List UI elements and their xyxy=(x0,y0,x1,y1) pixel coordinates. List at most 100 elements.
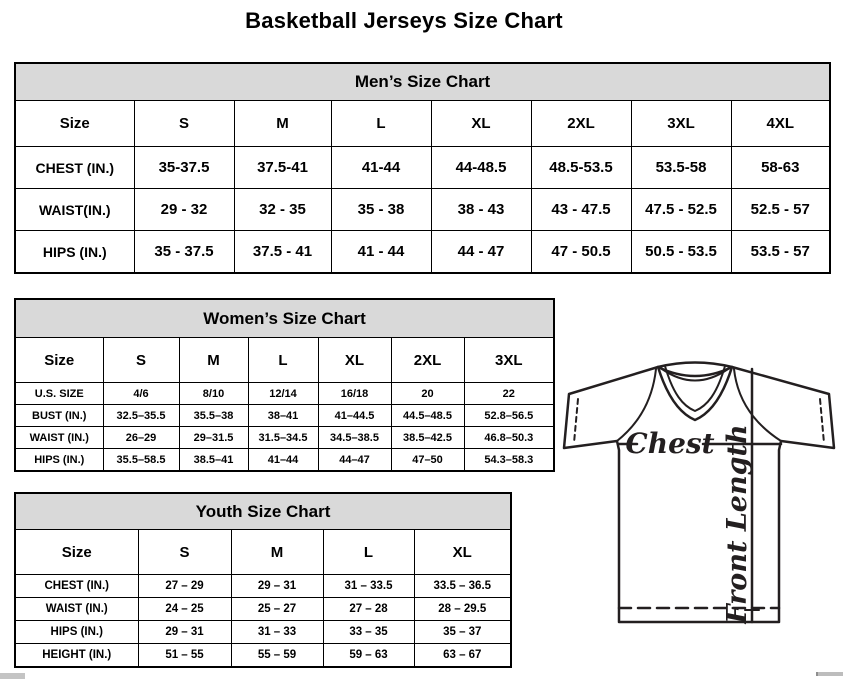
size-value-cell: 47 - 50.5 xyxy=(530,230,632,274)
size-value-cell: 35 - 37.5 xyxy=(133,230,235,274)
table-row: HIPS (IN.) 35.5–58.5 38.5–41 41–44 44–47 47–5… xyxy=(14,448,555,472)
row-label: HIPS (IN.) xyxy=(14,620,139,644)
size-value-cell: 31.5–34.5 xyxy=(247,426,319,449)
size-value-cell: 47–50 xyxy=(390,448,465,472)
size-value-cell: 32.5–35.5 xyxy=(102,404,180,427)
jersey-outline-shape xyxy=(562,361,836,624)
size-value-cell: 25 – 27 xyxy=(230,597,324,621)
size-value-cell: 37.5-41 xyxy=(233,146,332,189)
size-value-cell: 26–29 xyxy=(102,426,180,449)
column-header: Size xyxy=(14,529,139,575)
table-row: HEIGHT (IN.) 51 – 55 55 – 59 59 – 63 63 – 67 xyxy=(14,643,512,668)
right-cuff-dashed-line xyxy=(819,398,825,444)
row-label: WAIST (IN.) xyxy=(14,426,104,449)
youth-size-table: Youth Size Chart Size S M L XL CHEST (IN.) 27 –… xyxy=(14,492,513,668)
size-value-cell: 32 - 35 xyxy=(233,188,332,231)
size-value-cell: 44–47 xyxy=(317,448,392,472)
row-label: CHEST (IN.) xyxy=(14,146,135,189)
size-value-cell: 16/18 xyxy=(317,382,392,405)
column-header: S xyxy=(137,529,232,575)
row-label: HIPS (IN.) xyxy=(14,230,135,274)
size-value-cell: 12/14 xyxy=(247,382,319,405)
womens-size-table: Women’s Size Chart Size S M L XL 2XL 3XL U.S. SI… xyxy=(14,298,556,472)
size-value-cell: 34.5–38.5 xyxy=(317,426,392,449)
size-value-cell: 63 – 67 xyxy=(413,643,512,668)
table-row: HIPS (IN.) 29 – 31 31 – 33 33 – 35 35 – 37 xyxy=(14,620,512,644)
size-value-cell: 48.5-53.5 xyxy=(530,146,632,189)
size-value-cell: 41–44.5 xyxy=(317,404,392,427)
size-value-cell: 53.5 - 57 xyxy=(730,230,831,274)
table-row: CHEST (IN.) 27 – 29 29 – 31 31 – 33.5 33.5 –… xyxy=(14,574,512,598)
size-value-cell: 55 – 59 xyxy=(230,643,324,668)
row-label: HEIGHT (IN.) xyxy=(14,643,139,668)
size-value-cell: 31 – 33.5 xyxy=(322,574,415,598)
size-value-cell: 38.5–42.5 xyxy=(390,426,465,449)
table-row: U.S. SIZE 4/6 8/10 12/14 16/18 20 22 xyxy=(14,382,555,405)
mens-size-table: Men’s Size Chart Size S M L XL 2XL 3XL 4XL CHEST … xyxy=(14,62,832,274)
size-value-cell: 22 xyxy=(463,382,555,405)
column-header: M xyxy=(230,529,324,575)
size-value-cell: 35 – 37 xyxy=(413,620,512,644)
jersey-measurement-diagram: Chest Front Length xyxy=(562,361,836,625)
size-value-cell: 38–41 xyxy=(247,404,319,427)
size-value-cell: 38.5–41 xyxy=(178,448,249,472)
size-value-cell: 41-44 xyxy=(330,146,432,189)
size-value-cell: 54.3–58.3 xyxy=(463,448,555,472)
size-value-cell: 58-63 xyxy=(730,146,831,189)
table-title: Women’s Size Chart xyxy=(14,298,555,338)
column-header: 3XL xyxy=(463,337,555,383)
chest-label: Chest xyxy=(625,427,714,460)
size-value-cell: 29 – 31 xyxy=(230,574,324,598)
row-label: WAIST(IN.) xyxy=(14,188,135,231)
collar-back-arc-outer xyxy=(656,365,734,378)
table-title: Youth Size Chart xyxy=(14,492,512,530)
row-label: BUST (IN.) xyxy=(14,404,104,427)
column-header: L xyxy=(247,337,319,383)
column-header: S xyxy=(133,100,235,147)
size-value-cell: 37.5 - 41 xyxy=(233,230,332,274)
size-value-cell: 35.5–58.5 xyxy=(102,448,180,472)
size-value-cell: 44-48.5 xyxy=(430,146,532,189)
size-value-cell: 44 - 47 xyxy=(430,230,532,274)
row-label: CHEST (IN.) xyxy=(14,574,139,598)
size-value-cell: 29 – 31 xyxy=(137,620,232,644)
table-row: BUST (IN.) 32.5–35.5 35.5–38 38–41 41–44.5 44… xyxy=(14,404,555,427)
size-value-cell: 44.5–48.5 xyxy=(390,404,465,427)
size-value-cell: 4/6 xyxy=(102,382,180,405)
size-value-cell: 35.5–38 xyxy=(178,404,249,427)
size-value-cell: 50.5 - 53.5 xyxy=(630,230,732,274)
size-value-cell: 29–31.5 xyxy=(178,426,249,449)
size-value-cell: 29 - 32 xyxy=(133,188,235,231)
column-header: XL xyxy=(317,337,392,383)
row-label: WAIST (IN.) xyxy=(14,597,139,621)
table-row: HIPS (IN.) 35 - 37.5 37.5 - 41 41 - 44 44 - … xyxy=(14,230,831,274)
front-length-label: Front Length xyxy=(722,424,753,624)
size-value-cell: 27 – 29 xyxy=(137,574,232,598)
right-shoulder-seam xyxy=(733,368,782,442)
size-value-cell: 28 – 29.5 xyxy=(413,597,512,621)
size-value-cell: 41 - 44 xyxy=(330,230,432,274)
column-header: Size xyxy=(14,337,104,383)
size-value-cell: 52.5 - 57 xyxy=(730,188,831,231)
column-header: L xyxy=(330,100,432,147)
size-value-cell: 43 - 47.5 xyxy=(530,188,632,231)
size-value-cell: 20 xyxy=(390,382,465,405)
left-shoulder-seam xyxy=(616,368,657,442)
size-value-cell: 52.8–56.5 xyxy=(463,404,555,427)
size-value-cell: 33 – 35 xyxy=(322,620,415,644)
left-cuff-dashed-line xyxy=(573,398,579,444)
size-value-cell: 8/10 xyxy=(178,382,249,405)
size-value-cell: 51 – 55 xyxy=(137,643,232,668)
table-title: Men’s Size Chart xyxy=(14,62,831,101)
horizontal-scrollbar-fragment-right[interactable] xyxy=(816,672,843,676)
table-row: WAIST (IN.) 26–29 29–31.5 31.5–34.5 34.5–38.… xyxy=(14,426,555,449)
table-row: CHEST (IN.) 35-37.5 37.5-41 41-44 44-48.5 48.… xyxy=(14,146,831,189)
column-header: Size xyxy=(14,100,135,147)
size-value-cell: 38 - 43 xyxy=(430,188,532,231)
size-value-cell: 35-37.5 xyxy=(133,146,235,189)
size-value-cell: 59 – 63 xyxy=(322,643,415,668)
column-header: 4XL xyxy=(730,100,831,147)
size-value-cell: 46.8–50.3 xyxy=(463,426,555,449)
column-header: 2XL xyxy=(390,337,465,383)
horizontal-scrollbar-fragment-left[interactable] xyxy=(0,673,25,679)
